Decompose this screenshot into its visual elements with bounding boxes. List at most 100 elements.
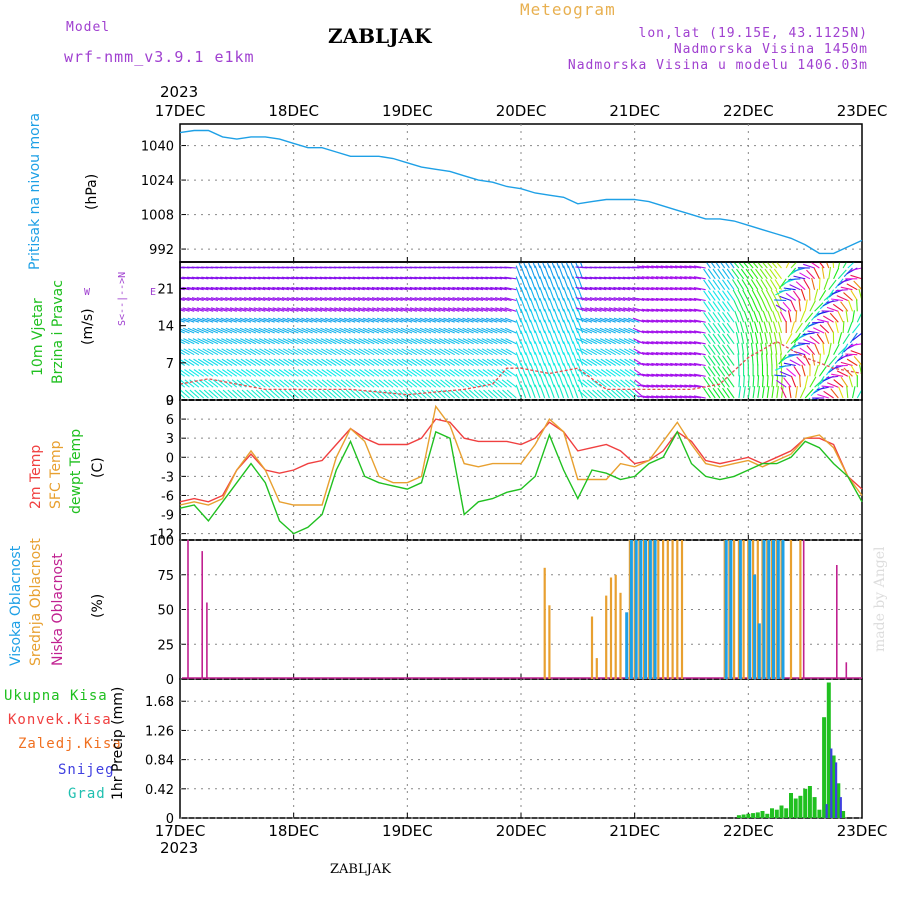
wind-barb xyxy=(558,352,565,366)
wind-barb xyxy=(466,297,479,302)
wind-barb xyxy=(245,358,257,366)
wind-barb xyxy=(840,376,849,388)
wind-barb xyxy=(439,348,451,356)
wind-barb xyxy=(302,369,313,377)
wind-barb xyxy=(286,307,299,312)
wind-barb xyxy=(670,362,683,367)
wind-barb xyxy=(765,279,773,290)
high-cloud-bar xyxy=(644,540,648,679)
wind-barb xyxy=(749,321,754,334)
wind-barb xyxy=(321,358,332,366)
wind-barb xyxy=(382,358,394,366)
wind-barb xyxy=(790,375,797,388)
wind-barb xyxy=(665,308,678,312)
wind-barb xyxy=(273,358,285,366)
wind-barb xyxy=(367,297,380,302)
wind-barb xyxy=(628,327,640,334)
wind-barb xyxy=(734,310,740,323)
wind-barb xyxy=(736,342,740,355)
wind-barb xyxy=(813,327,825,334)
wind-barb xyxy=(381,317,394,323)
wind-barb xyxy=(405,317,417,323)
wind-barb xyxy=(372,327,384,334)
wind-barb xyxy=(203,379,214,388)
wind-barb xyxy=(741,279,749,290)
wind-barb xyxy=(778,364,792,368)
wind-barb xyxy=(372,317,384,323)
wind-barb xyxy=(409,286,422,291)
wind-barb xyxy=(604,338,616,345)
wind-barb xyxy=(807,330,820,334)
wind-barb xyxy=(627,297,640,302)
wind-barb xyxy=(558,276,565,290)
wind-barb xyxy=(506,369,517,377)
wind-barb xyxy=(525,319,532,334)
wind-barb xyxy=(627,286,640,291)
wind-barb xyxy=(480,297,493,302)
wind-barb xyxy=(525,287,532,301)
wind-barb xyxy=(248,286,261,291)
wind-barb xyxy=(357,307,370,312)
wind-barb xyxy=(310,297,323,302)
wind-barb xyxy=(471,307,484,312)
wind-barb xyxy=(586,379,598,388)
wind-barb xyxy=(737,353,740,366)
wind-barb xyxy=(205,286,219,291)
wind-barb xyxy=(799,386,806,399)
wind-barb xyxy=(377,358,389,366)
wind-barb xyxy=(746,342,749,355)
wind-barb xyxy=(220,327,233,334)
wind-barb xyxy=(201,307,214,312)
compass-e: E xyxy=(150,287,157,298)
wind-barb xyxy=(717,311,726,323)
wind-barb xyxy=(433,307,446,312)
wind-barb xyxy=(322,389,332,399)
low-cloud-bar xyxy=(836,565,838,679)
wind-barb xyxy=(475,286,488,291)
wind-barb xyxy=(480,307,493,312)
wind-barb xyxy=(803,279,811,290)
wind-barb xyxy=(263,317,275,323)
xtick-top: 18DEC xyxy=(268,102,319,120)
wind-barb xyxy=(591,369,602,377)
precip-snow-bar xyxy=(830,748,833,818)
mid-cloud-bar xyxy=(742,540,745,679)
wind-barb xyxy=(324,327,337,334)
wind-barb xyxy=(746,289,754,301)
wind-barb xyxy=(646,297,659,302)
wind-barb xyxy=(448,338,460,345)
wind-barb xyxy=(660,287,673,291)
wind-barb xyxy=(534,341,541,355)
wind-barb xyxy=(377,348,389,356)
wind-barb xyxy=(548,298,555,312)
precip-total-bar xyxy=(812,797,817,818)
wind-barb xyxy=(300,307,313,312)
wind-barb xyxy=(787,310,792,323)
wind-barb xyxy=(335,369,347,377)
wind-barb xyxy=(790,321,796,334)
wind-barb xyxy=(343,327,356,334)
year-bottom: 2023 xyxy=(160,839,199,857)
wind-barb xyxy=(641,319,654,323)
wind-barb xyxy=(477,358,489,366)
wind-barb xyxy=(783,287,796,291)
wind-barb xyxy=(674,352,687,356)
wind-barb xyxy=(563,384,569,399)
wind-barb xyxy=(341,389,351,399)
wind-barb xyxy=(443,317,455,323)
wind-barb xyxy=(450,389,460,399)
wind-barb xyxy=(611,389,621,399)
wind-barb xyxy=(548,341,555,355)
wind-barb xyxy=(539,330,546,344)
wind-barb xyxy=(651,319,664,323)
wind-barb xyxy=(278,369,290,377)
wind-barb xyxy=(229,276,242,280)
wind-barb xyxy=(385,286,399,291)
wind-barb xyxy=(458,358,470,366)
wind-barb xyxy=(703,290,711,301)
wind-barb xyxy=(372,338,384,345)
wind-barb xyxy=(471,327,484,334)
wind-barb xyxy=(782,301,792,312)
wind-barb xyxy=(291,307,304,312)
precip-total-bar xyxy=(736,815,741,818)
